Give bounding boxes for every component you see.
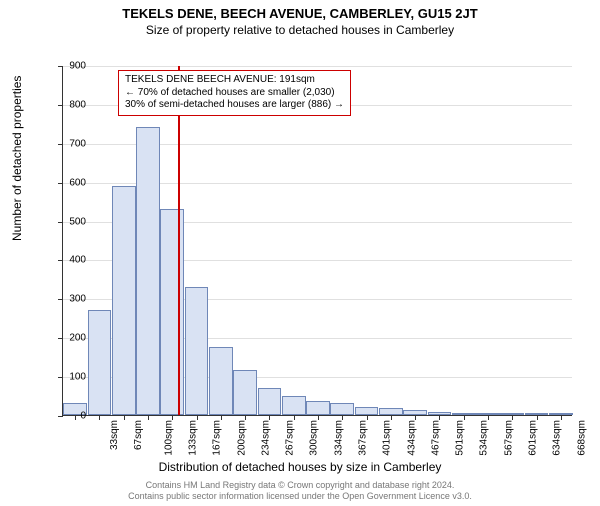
x-tick-label: 67sqm [133, 420, 144, 450]
x-tick-mark [367, 415, 368, 420]
y-axis-label: Number of detached properties [10, 76, 24, 241]
x-tick-label: 434sqm [406, 420, 417, 456]
x-tick-mark [318, 415, 319, 420]
x-tick-label: 567sqm [503, 420, 514, 456]
x-tick-mark [148, 415, 149, 420]
x-tick-label: 167sqm [212, 420, 223, 456]
x-tick-mark [245, 415, 246, 420]
histogram-bar [233, 370, 257, 415]
x-tick-label: 467sqm [430, 420, 441, 456]
x-tick-mark [561, 415, 562, 420]
x-tick-mark [294, 415, 295, 420]
annotation-box: TEKELS DENE BEECH AVENUE: 191sqm← 70% of… [118, 70, 351, 116]
histogram-bar [136, 127, 160, 415]
x-tick-label: 334sqm [333, 420, 344, 456]
x-tick-label: 300sqm [309, 420, 320, 456]
y-tick-label: 700 [46, 138, 86, 149]
x-tick-label: 33sqm [109, 420, 120, 450]
y-tick-label: 0 [46, 411, 86, 422]
x-tick-label: 501sqm [455, 420, 466, 456]
x-tick-label: 100sqm [163, 420, 174, 456]
x-tick-mark [391, 415, 392, 420]
histogram-bar [306, 401, 330, 415]
histogram-bar [258, 388, 282, 415]
histogram-bar [209, 347, 233, 415]
x-tick-mark [197, 415, 198, 420]
x-axis-label: Distribution of detached houses by size … [0, 460, 600, 474]
reference-line [178, 66, 180, 415]
y-tick-label: 800 [46, 99, 86, 110]
y-tick-label: 600 [46, 177, 86, 188]
histogram-bar [282, 396, 306, 415]
plot-area: 33sqm67sqm100sqm133sqm167sqm200sqm234sqm… [62, 66, 572, 416]
x-tick-mark [221, 415, 222, 420]
y-tick-label: 400 [46, 255, 86, 266]
x-tick-mark [464, 415, 465, 420]
x-tick-mark [537, 415, 538, 420]
x-tick-mark [99, 415, 100, 420]
histogram-bar [160, 209, 184, 415]
histogram-bar [112, 186, 136, 415]
x-tick-label: 200sqm [236, 420, 247, 456]
y-tick-label: 500 [46, 216, 86, 227]
x-tick-mark [439, 415, 440, 420]
x-tick-label: 634sqm [552, 420, 563, 456]
y-tick-label: 100 [46, 372, 86, 383]
x-tick-label: 133sqm [188, 420, 199, 456]
x-tick-label: 234sqm [260, 420, 271, 456]
x-tick-mark [342, 415, 343, 420]
y-tick-label: 900 [46, 61, 86, 72]
x-tick-label: 668sqm [576, 420, 587, 456]
annotation-line-0: TEKELS DENE BEECH AVENUE: 191sqm [125, 74, 344, 87]
x-tick-mark [415, 415, 416, 420]
histogram-bar [88, 310, 112, 415]
y-tick-label: 200 [46, 333, 86, 344]
x-tick-mark [488, 415, 489, 420]
y-tick-label: 300 [46, 294, 86, 305]
histogram-bar [185, 287, 209, 415]
footer-credits: Contains HM Land Registry data © Crown c… [0, 480, 600, 502]
x-tick-label: 601sqm [528, 420, 539, 456]
page-title: TEKELS DENE, BEECH AVENUE, CAMBERLEY, GU… [0, 6, 600, 21]
x-tick-label: 401sqm [382, 420, 393, 456]
page-subtitle: Size of property relative to detached ho… [0, 23, 600, 37]
histogram-bar [355, 407, 379, 415]
x-tick-mark [172, 415, 173, 420]
grid-line [63, 66, 572, 67]
x-tick-mark [512, 415, 513, 420]
annotation-line-2: 30% of semi-detached houses are larger (… [125, 99, 344, 112]
x-tick-mark [269, 415, 270, 420]
x-tick-label: 534sqm [479, 420, 490, 456]
chart: 33sqm67sqm100sqm133sqm167sqm200sqm234sqm… [62, 66, 572, 416]
x-tick-label: 367sqm [358, 420, 369, 456]
x-tick-mark [124, 415, 125, 420]
annotation-line-1: ← 70% of detached houses are smaller (2,… [125, 87, 344, 100]
footer-line1: Contains HM Land Registry data © Crown c… [0, 480, 600, 491]
x-tick-label: 267sqm [285, 420, 296, 456]
footer-line2: Contains public sector information licen… [0, 491, 600, 502]
histogram-bar [330, 403, 354, 415]
histogram-bar [379, 408, 403, 415]
